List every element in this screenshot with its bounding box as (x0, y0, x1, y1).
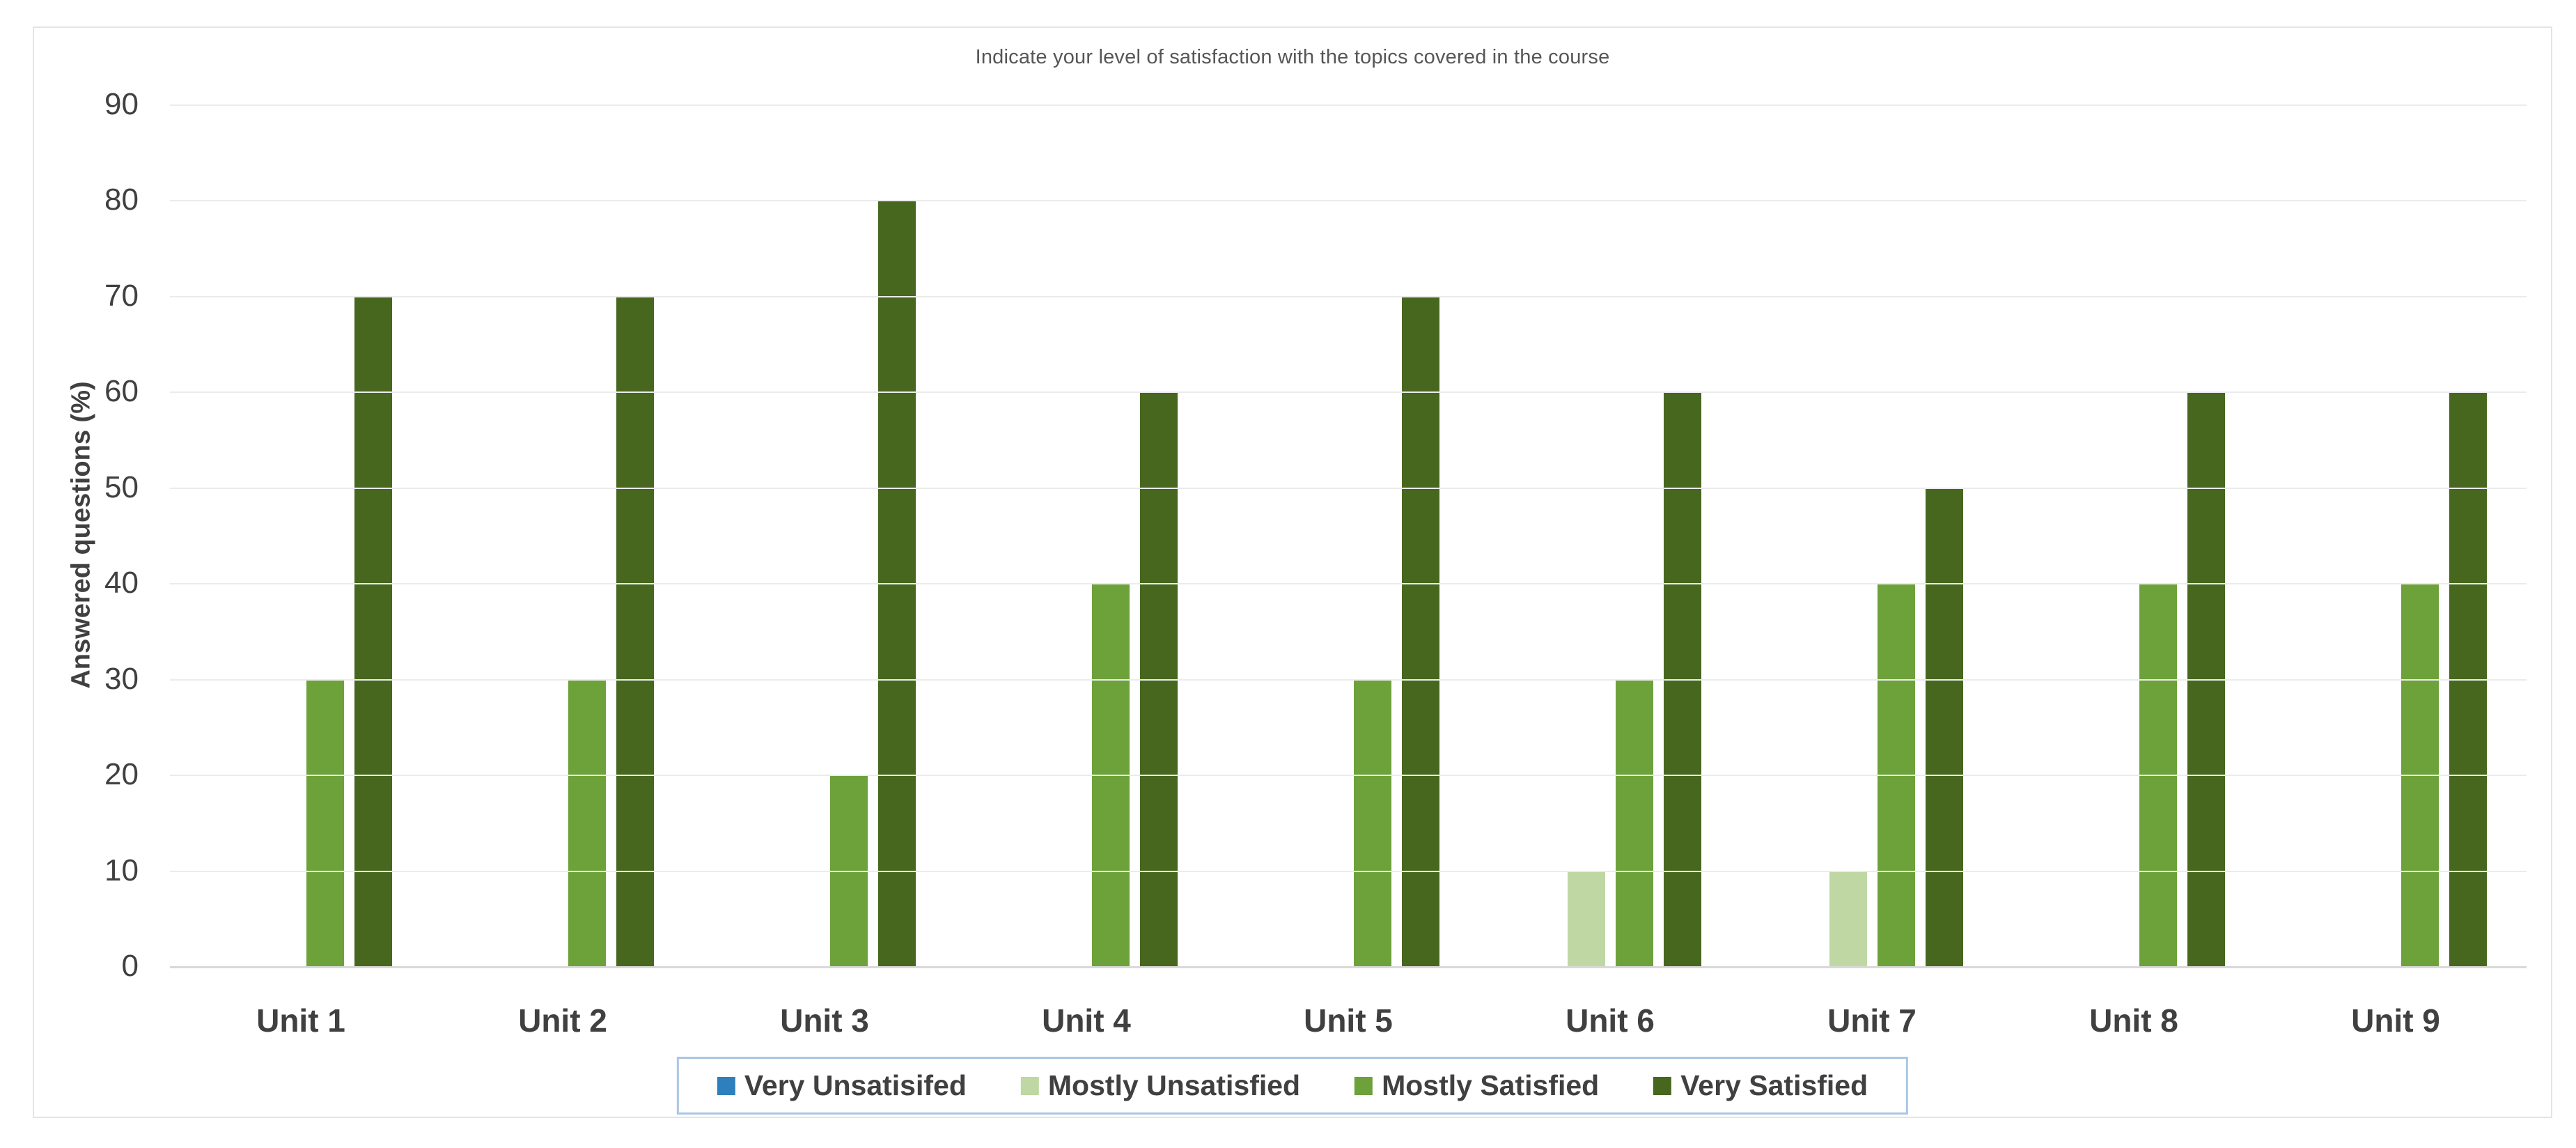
y-axis-title: Answered questions (%) (66, 381, 96, 689)
x-axis-label-unit-2: Unit 2 (518, 1002, 607, 1039)
category-group-unit-2 (432, 104, 694, 966)
x-axis-label-unit-6: Unit 6 (1566, 1002, 1655, 1039)
y-tick-label-60: 60 (104, 374, 139, 409)
bar-mostly-satisfied-unit-5 (1353, 678, 1391, 966)
legend-swatch-very-satisfied-icon (1653, 1076, 1672, 1095)
bar-mostly-satisfied-unit-2 (568, 678, 606, 966)
category-group-unit-8 (2003, 104, 2265, 966)
y-tick-label-50: 50 (104, 470, 139, 504)
gridline-30 (170, 678, 2527, 681)
x-axis-label-unit-4: Unit 4 (1042, 1002, 1131, 1039)
gridline-60 (170, 391, 2527, 394)
category-group-unit-1 (170, 104, 432, 966)
legend-item-very-unsatisifed: Very Unsatisifed (717, 1069, 967, 1102)
chart-title: Indicate your level of satisfaction with… (975, 46, 1610, 68)
legend-label-mostly-satisfied: Mostly Satisfied (1382, 1069, 1600, 1101)
legend-item-mostly-satisfied: Mostly Satisfied (1355, 1069, 1599, 1102)
category-group-unit-9 (2265, 104, 2527, 966)
gridline-70 (170, 295, 2527, 297)
category-group-unit-5 (1217, 104, 1479, 966)
category-group-unit-4 (955, 104, 1217, 966)
y-tick-label-20: 20 (104, 757, 139, 792)
y-tick-label-40: 40 (104, 566, 139, 600)
gridline-10 (170, 870, 2527, 872)
x-axis-label-unit-9: Unit 9 (2351, 1002, 2440, 1039)
legend-swatch-mostly-satisfied-icon (1355, 1076, 1373, 1095)
bar-mostly-satisfied-unit-1 (306, 678, 344, 966)
plot-area (170, 104, 2527, 968)
gridline-50 (170, 487, 2527, 489)
y-tick-label-80: 80 (104, 183, 139, 217)
legend: Very Unsatisifed Mostly Unsatisfied Mostly… (676, 1057, 1909, 1115)
x-axis-label-unit-5: Unit 5 (1304, 1002, 1393, 1039)
y-tick-label-30: 30 (104, 661, 139, 696)
x-axis-label-unit-1: Unit 1 (256, 1002, 345, 1039)
legend-label-very-satisfied: Very Satisfied (1680, 1069, 1868, 1101)
y-tick-label-10: 10 (104, 853, 139, 887)
gridline-40 (170, 583, 2527, 585)
bar-very-satisfied-unit-2 (616, 295, 654, 966)
bar-very-satisfied-unit-7 (1925, 487, 1963, 966)
gridline-90 (170, 104, 2527, 106)
gridline-80 (170, 200, 2527, 202)
bar-very-satisfied-unit-1 (354, 295, 392, 966)
bar-mostly-satisfied-unit-6 (1615, 678, 1653, 966)
y-tick-label-0: 0 (121, 949, 139, 983)
legend-item-mostly-unsatisfied: Mostly Unsatisfied (1020, 1069, 1301, 1102)
category-group-unit-3 (694, 104, 955, 966)
y-tick-label-90: 90 (104, 87, 139, 121)
bar-mostly-unsatisfied-unit-7 (1829, 870, 1867, 966)
chart-card: Indicate your level of satisfaction with… (33, 26, 2552, 1118)
x-axis-label-unit-8: Unit 8 (2089, 1002, 2178, 1039)
bar-very-satisfied-unit-5 (1401, 295, 1439, 966)
y-tick-label-70: 70 (104, 278, 139, 313)
bars-row (170, 104, 2527, 966)
bar-mostly-unsatisfied-unit-6 (1567, 870, 1605, 966)
gridline-0 (170, 966, 2527, 968)
x-axis-label-unit-7: Unit 7 (1827, 1002, 1917, 1039)
legend-item-very-satisfied: Very Satisfied (1653, 1069, 1868, 1102)
legend-swatch-very-unsatisifed-icon (717, 1076, 735, 1095)
legend-label-very-unsatisifed: Very Unsatisifed (744, 1069, 967, 1101)
category-group-unit-7 (1741, 104, 2003, 966)
x-axis-labels: Unit 1 Unit 2 Unit 3 Unit 4 Unit 5 Unit 6 Unit… (170, 1002, 2527, 1039)
gridline-20 (170, 775, 2527, 777)
category-group-unit-6 (1479, 104, 1741, 966)
x-axis-label-unit-3: Unit 3 (780, 1002, 869, 1039)
legend-label-mostly-unsatisfied: Mostly Unsatisfied (1047, 1069, 1301, 1101)
legend-swatch-mostly-unsatisfied-icon (1020, 1076, 1039, 1095)
